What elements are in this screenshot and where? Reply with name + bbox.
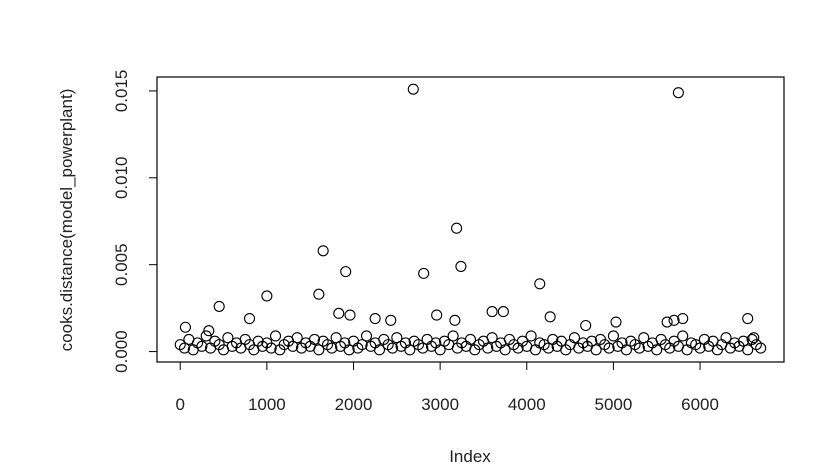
point xyxy=(610,316,622,328)
point xyxy=(385,314,397,326)
point xyxy=(356,339,368,351)
point xyxy=(326,342,338,354)
point xyxy=(317,245,329,257)
point xyxy=(287,340,299,352)
point xyxy=(373,344,386,356)
point xyxy=(672,87,684,99)
point xyxy=(203,325,215,337)
point xyxy=(580,319,592,332)
point xyxy=(308,333,321,345)
point xyxy=(590,344,602,356)
x-tick-label: 5000 xyxy=(594,395,632,414)
point xyxy=(243,313,256,325)
point xyxy=(313,344,325,356)
point xyxy=(179,342,191,354)
x-tick-label: 2000 xyxy=(335,395,373,414)
point xyxy=(677,313,689,325)
x-tick-label: 4000 xyxy=(508,395,546,414)
y-tick-label: 0.005 xyxy=(112,243,131,286)
point xyxy=(542,342,554,354)
point xyxy=(668,314,680,326)
point xyxy=(737,335,749,347)
y-axis-label: cooks.distance(model_powerplant) xyxy=(57,89,76,352)
point xyxy=(321,339,334,351)
point xyxy=(534,278,546,290)
x-tick-label: 6000 xyxy=(681,395,719,414)
point xyxy=(261,290,273,302)
point xyxy=(269,330,282,342)
point xyxy=(568,332,580,344)
y-tick-label: 0.000 xyxy=(112,330,131,373)
point xyxy=(607,330,619,342)
point xyxy=(340,266,352,278)
point xyxy=(482,342,494,354)
y-tick-label: 0.015 xyxy=(112,70,131,113)
point xyxy=(720,332,732,344)
point xyxy=(213,300,225,312)
point xyxy=(333,307,345,319)
point xyxy=(603,342,615,354)
point xyxy=(651,344,663,356)
point xyxy=(586,335,598,347)
point xyxy=(343,344,355,356)
point xyxy=(464,333,477,345)
point xyxy=(525,330,537,342)
point xyxy=(755,342,767,354)
point xyxy=(455,260,467,272)
point xyxy=(369,313,381,325)
point xyxy=(360,330,373,342)
x-axis-label: Index xyxy=(449,447,491,466)
point xyxy=(179,321,191,333)
point xyxy=(677,330,689,342)
point xyxy=(486,306,498,318)
point xyxy=(418,267,430,279)
point xyxy=(404,344,416,356)
x-tick-label: 0 xyxy=(175,395,184,414)
point xyxy=(391,332,403,344)
point xyxy=(313,288,325,300)
point xyxy=(742,344,754,356)
point xyxy=(291,332,303,344)
point xyxy=(434,344,446,356)
point xyxy=(451,222,463,234)
point xyxy=(222,332,234,344)
point xyxy=(386,342,399,354)
point xyxy=(629,339,641,351)
point xyxy=(486,332,498,344)
point xyxy=(694,342,706,354)
point xyxy=(661,316,673,328)
point xyxy=(330,332,342,344)
point xyxy=(431,309,443,321)
point xyxy=(544,311,556,323)
point xyxy=(265,342,277,354)
point xyxy=(633,342,645,354)
x-tick-label: 3000 xyxy=(421,395,459,414)
point xyxy=(196,340,208,352)
point xyxy=(499,344,511,356)
y-tick-label: 0.010 xyxy=(112,157,131,200)
point xyxy=(417,342,429,354)
point xyxy=(449,314,461,326)
point xyxy=(344,309,356,321)
point xyxy=(742,313,754,325)
point xyxy=(447,330,459,342)
point xyxy=(200,330,212,342)
point xyxy=(620,344,632,356)
plot-frame xyxy=(156,76,785,363)
point xyxy=(497,306,509,318)
point xyxy=(638,332,650,344)
point xyxy=(748,332,760,344)
x-tick-label: 1000 xyxy=(248,395,286,414)
point xyxy=(407,83,419,95)
